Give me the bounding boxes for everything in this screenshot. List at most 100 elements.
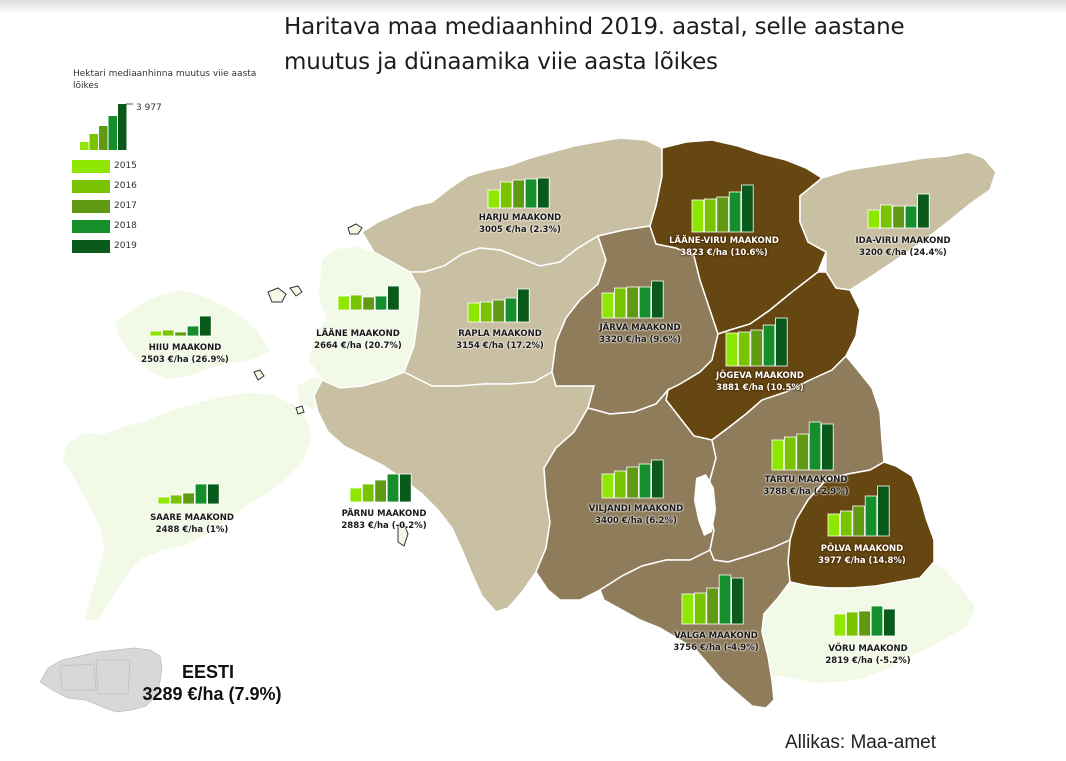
region-saare[interactable]	[61, 391, 313, 623]
legend-swatch-2019	[71, 238, 111, 254]
county-name-jogeva: JÕGEVA MAAKOND	[716, 371, 804, 381]
bar-parnu-2019	[399, 473, 412, 503]
legend-bar-2019	[118, 104, 127, 150]
label-viljandi: VILJANDI MAAKOND 3400 €/ha (6.2%)	[589, 503, 683, 527]
county-name-parnu: PÄRNU MAAKOND	[341, 509, 427, 519]
bar-voru-2015	[833, 613, 847, 637]
bar-polva-2019	[877, 485, 890, 537]
bar-viljandi-2018	[638, 463, 652, 499]
source-credit: Allikas: Maa-amet	[785, 732, 936, 753]
bar-jogeva-2018	[762, 324, 776, 367]
bar-laane-viru-2016	[704, 198, 717, 233]
bar-valga-2015	[681, 593, 695, 625]
bar-hiiu-2015	[149, 330, 163, 337]
legend-swatch-2015	[71, 158, 111, 174]
bar-saare-2019	[207, 483, 220, 505]
county-name-voru: VÕRU MAAKOND	[828, 644, 908, 654]
bar-tartu-2016	[784, 436, 797, 471]
legend-title: Hektari mediaanhinna muutus viie aasta l…	[73, 69, 257, 91]
bar-hiiu-2018	[186, 325, 200, 337]
bar-jogeva-2016	[738, 331, 751, 367]
county-name-laane-viru: LÄÄNE-VIRU MAAKOND	[669, 236, 779, 246]
bar-valga-2017	[706, 587, 719, 625]
bar-jarva-2015	[601, 292, 615, 319]
county-name-saare: SAARE MAAKOND	[150, 513, 234, 523]
bar-valga-2019	[731, 577, 744, 625]
top-shadow	[0, 0, 1066, 14]
bar-parnu-2015	[349, 487, 363, 503]
bar-laane-2016	[349, 294, 363, 311]
bar-hiiu-2017	[174, 331, 187, 337]
estonia-inset-map	[39, 647, 163, 713]
county-value-viljandi: 3400 €/ha (6.2%)	[595, 516, 677, 526]
bar-hiiu-2016	[161, 329, 175, 337]
label-laane-viru: LÄÄNE-VIRU MAAKOND 3823 €/ha (10.6%)	[669, 235, 779, 259]
national-name: EESTI	[181, 662, 234, 682]
bar-viljandi-2015	[601, 473, 615, 499]
label-ida-viru: IDA-VIRU MAAKOND 3200 €/ha (24.4%)	[855, 235, 950, 259]
bar-harju-2016	[499, 181, 513, 209]
bar-parnu-2018	[386, 473, 400, 503]
county-value-harju: 3005 €/ha (2.3%)	[479, 225, 561, 235]
bar-laane-viru-2017	[716, 196, 729, 233]
bar-rapla-2018	[504, 297, 518, 323]
legend-swatch-2016	[71, 178, 111, 194]
bar-rapla-2017	[492, 299, 505, 323]
label-valga: VALGA MAAKOND 3756 €/ha (-4.9%)	[673, 630, 758, 654]
bar-voru-2016	[846, 611, 859, 637]
county-name-laane: LÄÄNE MAAKOND	[316, 329, 400, 339]
county-value-jarva: 3320 €/ha (9.6%)	[599, 335, 681, 345]
label-polva: PÕLVA MAAKOND 3977 €/ha (14.8%)	[818, 543, 906, 567]
legend-year-2018: 2018	[114, 221, 137, 231]
bar-jarva-2019	[651, 280, 664, 319]
bar-voru-2018	[870, 605, 884, 637]
bar-tartu-2019	[821, 423, 834, 471]
lake-peipus	[880, 410, 926, 474]
legend-row-2018: 2018	[71, 218, 137, 234]
label-laane: LÄÄNE MAAKOND 2664 €/ha (20.7%)	[314, 328, 402, 352]
county-value-parnu: 2883 €/ha (-0.2%)	[341, 521, 427, 531]
map-title: Haritava maa mediaanhind 2019. aastal, s…	[284, 14, 905, 75]
label-hiiu: HIIU MAAKOND 2503 €/ha (26.9%)	[141, 342, 229, 366]
bar-voru-2019	[883, 608, 896, 637]
bar-ida-viru-2017	[892, 205, 905, 229]
county-value-hiiu: 2503 €/ha (26.9%)	[141, 355, 229, 365]
bar-tartu-2015	[771, 439, 785, 471]
bar-viljandi-2017	[626, 466, 639, 499]
county-value-ida-viru: 3200 €/ha (24.4%)	[859, 248, 947, 258]
bar-viljandi-2019	[651, 459, 664, 499]
label-voru: VÕRU MAAKOND 2819 €/ha (-5.2%)	[825, 643, 910, 667]
county-value-saare: 2488 €/ha (1%)	[155, 525, 229, 535]
bar-ida-viru-2019	[917, 193, 930, 229]
county-name-tartu: TARTU MAAKOND	[764, 475, 848, 485]
bar-harju-2017	[512, 179, 525, 209]
county-value-voru: 2819 €/ha (-5.2%)	[825, 656, 911, 666]
bar-laane-viru-2019	[741, 184, 754, 233]
county-name-rapla: RAPLA MAAKOND	[458, 329, 542, 339]
county-value-valga: 3756 €/ha (-4.9%)	[673, 643, 759, 653]
bar-saare-2015	[157, 496, 171, 505]
county-name-jarva: JÄRVA MAAKOND	[599, 323, 681, 333]
legend-year-2019: 2019	[114, 241, 137, 251]
county-name-ida-viru: IDA-VIRU MAAKOND	[855, 236, 951, 246]
bar-polva-2018	[864, 495, 878, 537]
bar-ida-viru-2016	[880, 204, 893, 229]
county-value-laane-viru: 3823 €/ha (10.6%)	[680, 248, 768, 258]
bar-hiiu-2019	[199, 315, 212, 337]
legend-year-2016: 2016	[114, 181, 137, 191]
label-tartu: TARTU MAAKOND 3788 €/ha (-2.9%)	[763, 474, 848, 498]
legend-bar-2016	[89, 134, 98, 150]
county-name-valga: VALGA MAAKOND	[674, 631, 758, 641]
label-parnu: PÄRNU MAAKOND 2883 €/ha (-0.2%)	[341, 508, 426, 532]
bar-harju-2015	[487, 189, 501, 209]
bar-polva-2015	[827, 513, 841, 537]
national-value: 3289 €/ha (7.9%)	[142, 684, 282, 704]
bar-parnu-2016	[361, 483, 375, 503]
legend-row-2019: 2019	[71, 238, 137, 254]
legend-row-2017: 2017	[71, 198, 137, 214]
legend-bar-2018	[108, 116, 117, 150]
bar-jogeva-2017	[750, 329, 763, 367]
bar-rapla-2019	[517, 288, 530, 323]
bar-saare-2018	[194, 483, 208, 505]
